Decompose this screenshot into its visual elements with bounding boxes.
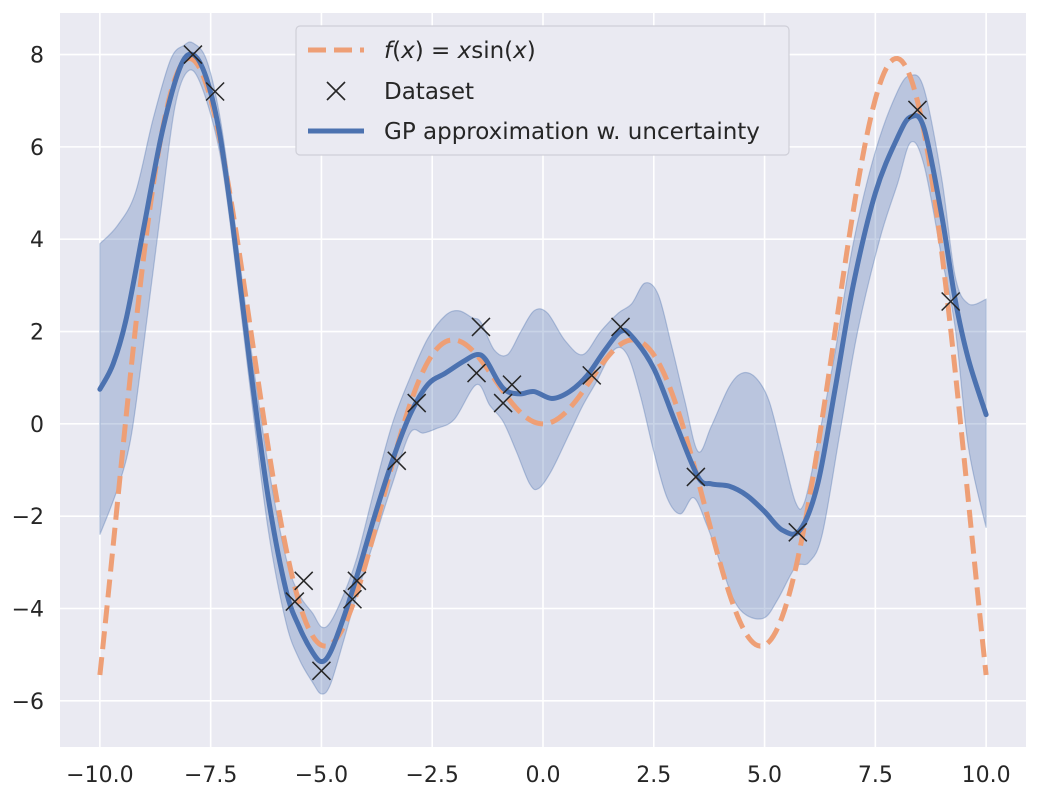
dataset-point [387, 451, 407, 471]
dataset-point [471, 317, 491, 337]
x-tick-label: 7.5 [858, 763, 893, 788]
x-tick-label: 0.0 [526, 763, 561, 788]
x-tick-label: −2.5 [406, 763, 459, 788]
y-axis-ticks: −6 −4 −2 0 2 4 6 8 [12, 44, 44, 715]
dataset-point [686, 467, 706, 487]
gp-mean-line [97, 51, 989, 665]
true-function-line [97, 55, 989, 676]
dataset-point [941, 291, 961, 312]
y-tick-label: −4 [12, 598, 44, 623]
y-tick-label: −6 [12, 690, 44, 715]
y-tick-label: 6 [30, 136, 44, 161]
dataset-point [311, 661, 331, 681]
legend-dataset-label: Dataset [384, 79, 474, 105]
y-tick-label: 8 [30, 44, 44, 69]
gp-mean-layer [97, 51, 989, 665]
x-tick-label: −7.5 [184, 763, 237, 788]
legend-true-function-label: f(x) = xsin(x) [384, 38, 536, 64]
y-tick-label: 4 [30, 228, 44, 253]
y-tick-label: 0 [30, 413, 44, 438]
dataset-point [183, 45, 203, 65]
dataset-point [788, 522, 808, 542]
x-tick-label: 5.0 [747, 763, 782, 788]
x-axis-ticks: −10.0 −7.5 −5.0 −2.5 0.0 2.5 5.0 7.5 10.0 [66, 763, 1010, 788]
legend-gp-label: GP approximation w. uncertainty [384, 119, 760, 145]
legend-box [295, 25, 790, 156]
x-tick-label: 2.5 [636, 763, 671, 788]
dataset-point [582, 365, 602, 385]
dataset-point [493, 393, 513, 413]
x-tick-label: −10.0 [66, 763, 133, 788]
legend-dataset-swatch [326, 81, 346, 101]
dataset-point [347, 571, 367, 591]
dataset-point [611, 317, 631, 337]
dataset-point [285, 592, 305, 612]
dataset-point [342, 589, 362, 609]
dataset-markers [183, 45, 961, 681]
true-function-layer [97, 55, 989, 676]
dataset-point [294, 571, 314, 591]
x-tick-label: −5.0 [295, 763, 348, 788]
dataset-point [467, 363, 487, 383]
dataset-point [205, 81, 225, 102]
y-tick-label: 2 [30, 321, 44, 346]
dataset-point [407, 393, 427, 413]
legend: f(x) = xsin(x) Dataset GP approximation … [295, 25, 790, 156]
dataset-point [502, 375, 522, 395]
x-tick-label: 10.0 [962, 763, 1011, 788]
dataset-point [907, 100, 927, 120]
y-tick-label: −2 [12, 505, 44, 530]
